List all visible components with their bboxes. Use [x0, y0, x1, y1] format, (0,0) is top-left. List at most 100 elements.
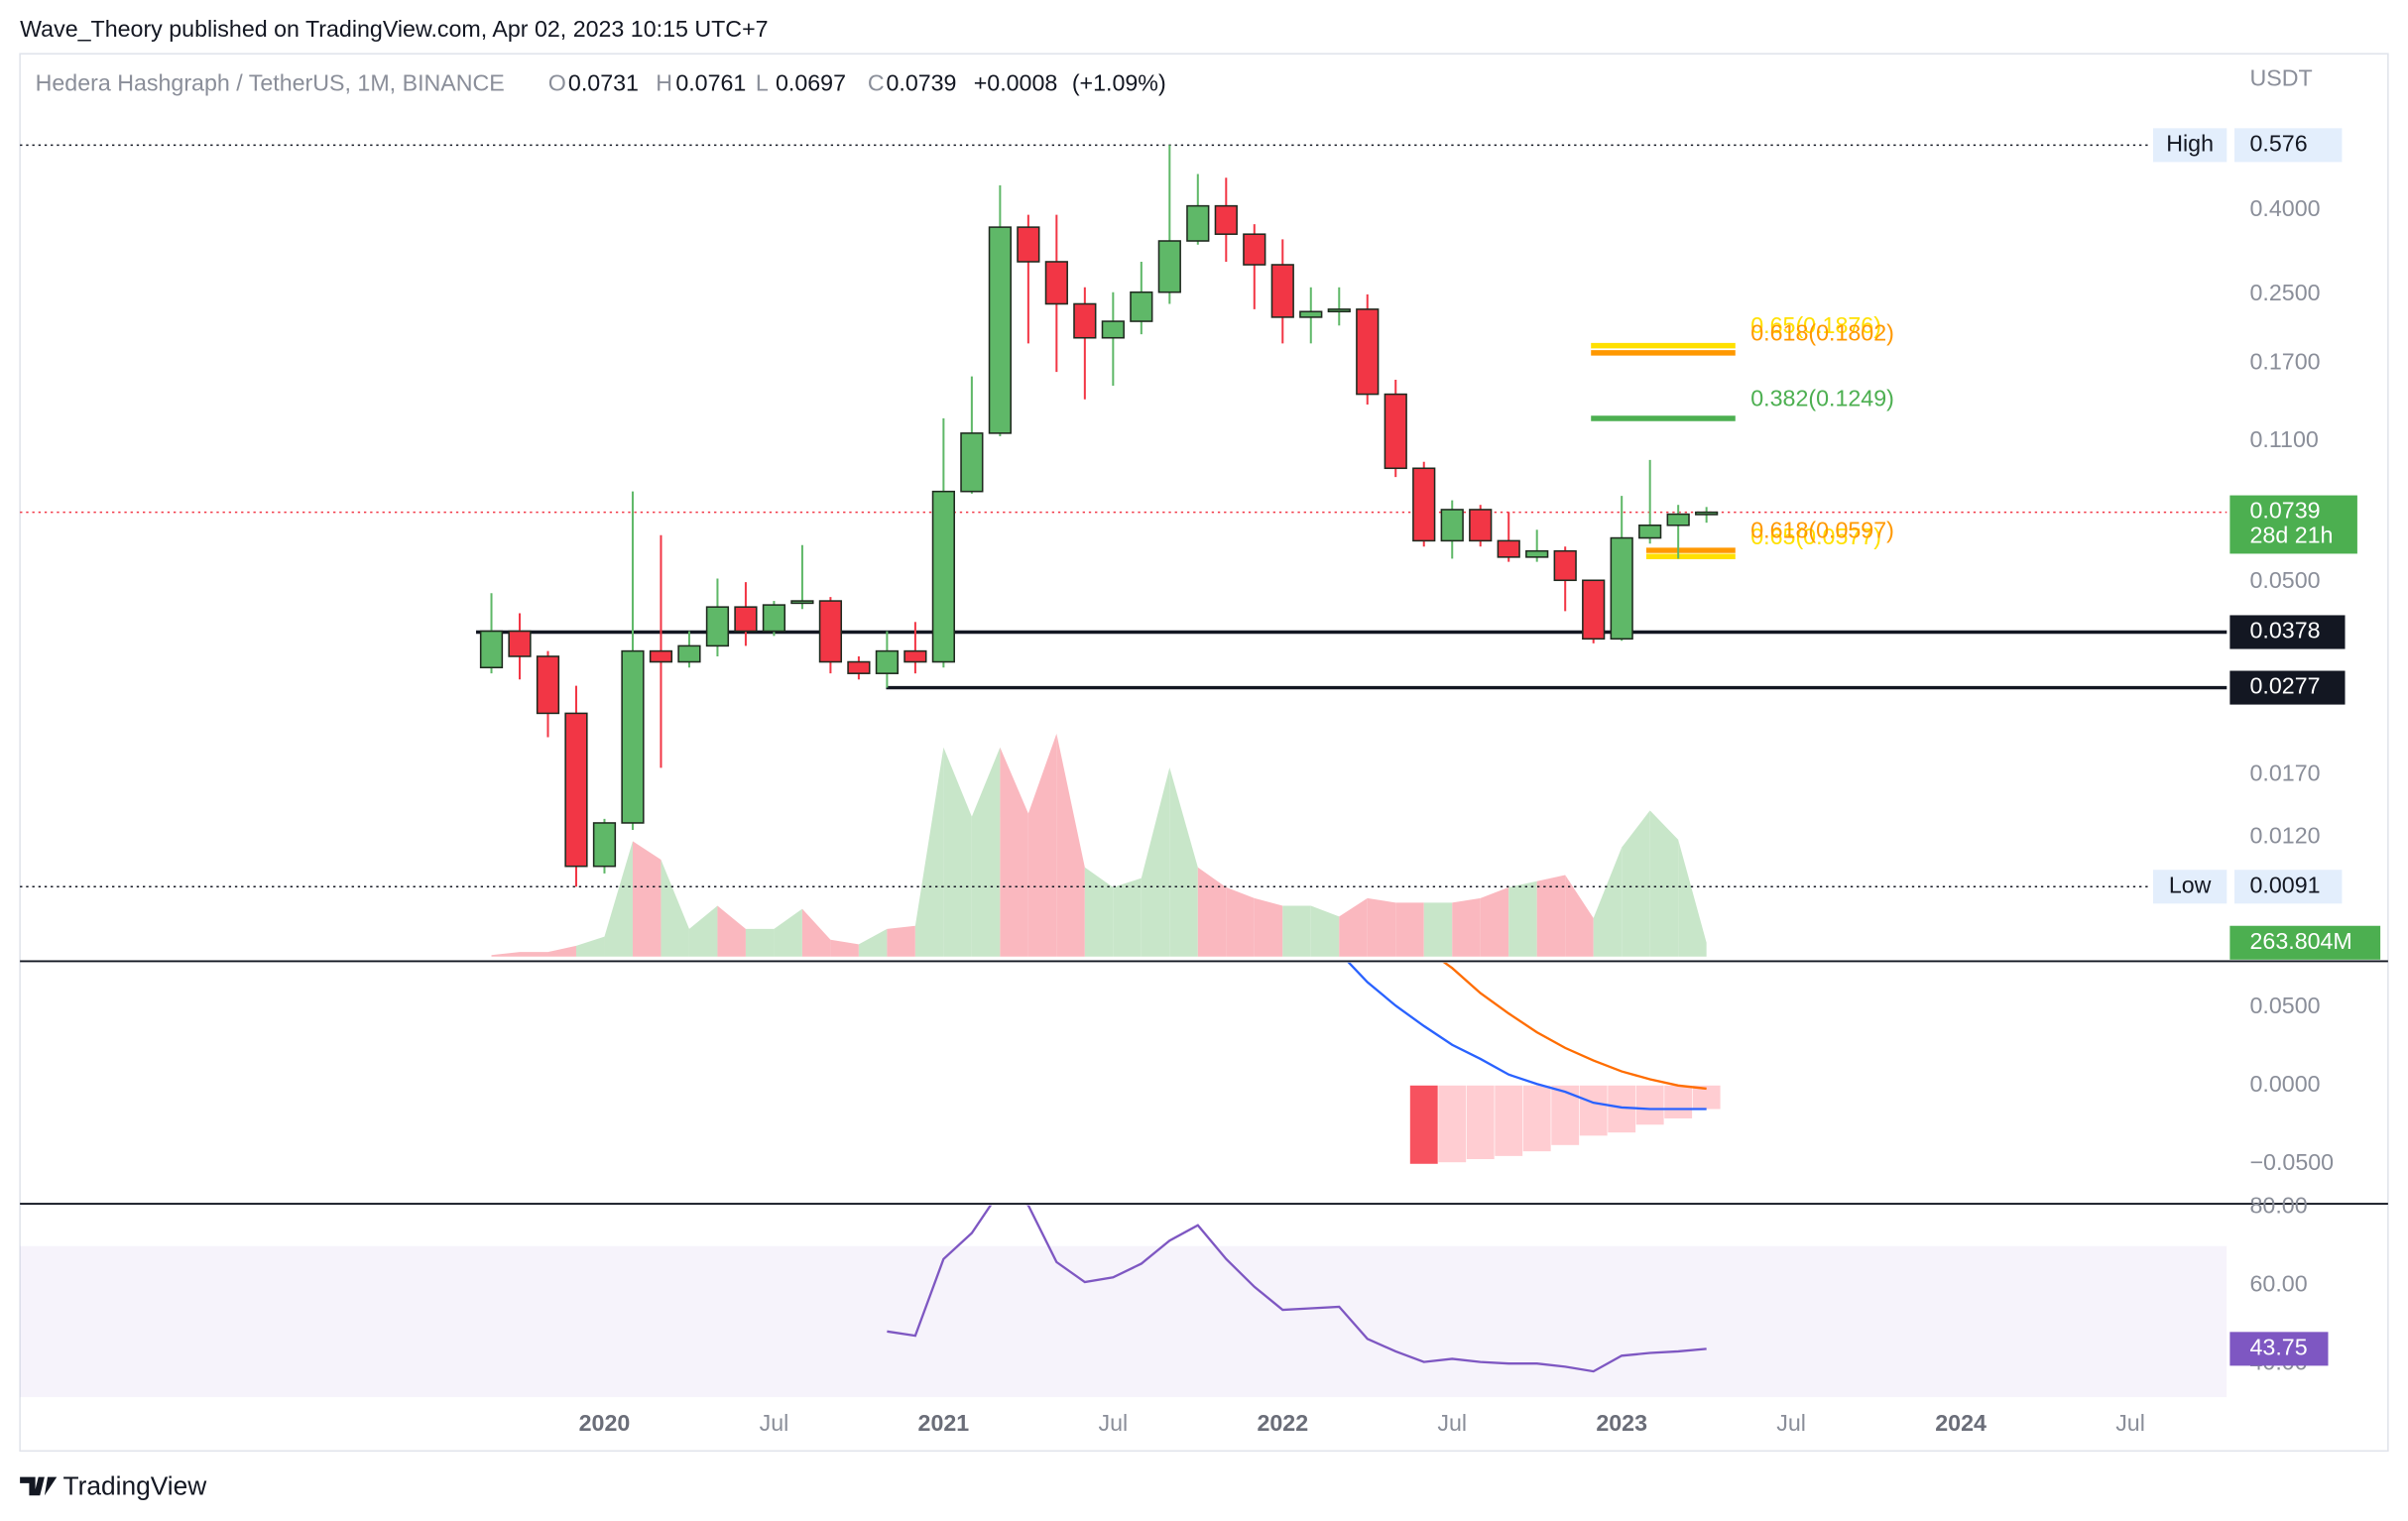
volume-segment [1593, 847, 1623, 957]
candle-body [1469, 509, 1493, 542]
volume-segment [1027, 733, 1057, 957]
levels: High 0.576 Low 0.0091 0.0378 0.0277 0.65(0.187… [20, 128, 2357, 904]
rsi-label: 43.75 [2250, 1335, 2308, 1360]
y-tick-label: 0.2500 [2250, 280, 2321, 305]
brand: TradingView [20, 1470, 207, 1500]
volume-segment [1452, 897, 1481, 957]
candle-body [649, 649, 673, 663]
volume-segment [1254, 897, 1283, 957]
volume-segment [1678, 839, 1707, 957]
ohlc-key: C [868, 69, 885, 95]
candle-body [592, 822, 617, 868]
volume-segment [604, 841, 633, 957]
volume-label: 263.804M [2250, 928, 2352, 954]
candle-body [734, 606, 758, 633]
volume-label-box [2229, 925, 2381, 960]
candle-body [1384, 393, 1407, 470]
x-tick-label: 2021 [918, 1410, 970, 1436]
brand-name: TradingView [62, 1470, 207, 1500]
volume-segment [971, 747, 1001, 957]
brand-logo [20, 1476, 58, 1496]
volume-segment [1649, 810, 1679, 957]
volume-segment [801, 908, 831, 957]
candle-body [677, 644, 701, 663]
low-value-box [2234, 870, 2343, 904]
candle-body [1270, 264, 1294, 318]
fib-label: 0.65(0.1876) [1750, 312, 1881, 338]
volume-segment [1197, 867, 1227, 957]
candle-body [1638, 524, 1662, 539]
candle-body [988, 226, 1012, 434]
fib-label: 0.618(0.1802) [1750, 319, 1894, 345]
candle-body [536, 655, 560, 715]
candle-body [705, 606, 730, 647]
y-tick-label: 0.1100 [2250, 426, 2319, 452]
volume-segment [745, 928, 775, 957]
candle-body [1582, 579, 1606, 641]
y-tick-label: −0.0500 [2250, 1149, 2335, 1175]
candle-body [508, 630, 532, 657]
x-tick-label: 2023 [1596, 1410, 1647, 1436]
low-label: Low [2169, 872, 2212, 897]
candle-body [1666, 513, 1690, 526]
candle-body [1186, 204, 1210, 242]
volume-segment [1367, 897, 1396, 957]
volume-segment [1480, 886, 1509, 957]
volume-segment [1282, 905, 1311, 957]
volume-segment [688, 905, 718, 957]
y-tick-label: 0.0500 [2250, 567, 2321, 593]
volume-segment [717, 905, 746, 957]
x-tick-label: 2024 [1935, 1410, 1987, 1436]
y-tick-label: 0.0120 [2250, 823, 2321, 849]
volume-segment [632, 841, 662, 957]
ohlc-value: 0.0739 [886, 69, 956, 95]
macd-line [1442, 962, 1707, 1091]
candle-body [762, 604, 786, 633]
volume-area [491, 733, 1707, 957]
last-price-box [2229, 495, 2357, 554]
volume-segment [914, 747, 944, 957]
candle-body [1299, 310, 1323, 318]
candle-body [1695, 511, 1719, 516]
rsi-label-box [2229, 1332, 2329, 1366]
x-tick-label: 2022 [1257, 1410, 1308, 1436]
x-tick-label: 2020 [579, 1410, 631, 1436]
macd-histogram-bar [1522, 1085, 1551, 1152]
candle-body [960, 432, 984, 493]
ohlc-value: 0.0761 [675, 69, 746, 95]
candle-body [1130, 291, 1153, 322]
last-price-label: 0.0739 [2250, 498, 2321, 524]
volume-segment [1056, 733, 1085, 957]
candle-body [479, 630, 504, 669]
volume-segment [1000, 747, 1028, 957]
volume-segment [1169, 766, 1198, 957]
candle-body [1073, 302, 1097, 339]
volume-segment [491, 952, 521, 957]
candle-body [875, 649, 900, 674]
rsi-band [20, 1245, 2227, 1398]
y-tick-label: 0.4000 [2250, 195, 2321, 221]
candle-body [1017, 226, 1040, 263]
volume-segment [1310, 905, 1340, 957]
volume-segment [1141, 766, 1170, 957]
low-value: 0.0091 [2250, 872, 2321, 897]
candle-body [564, 712, 588, 868]
candle-body [818, 600, 843, 663]
publisher-note: Wave_Theory published on TradingView.com… [20, 16, 768, 42]
candle-body [1610, 536, 1633, 641]
chart-frame [19, 53, 2389, 1453]
fib-label: 0.65(0.0577) [1750, 524, 1881, 549]
high-value-box [2234, 128, 2343, 163]
change-value: +0.0008 [974, 69, 1058, 95]
volume-segment [575, 936, 605, 957]
low-label-box [2152, 870, 2227, 904]
support-label: 0.0378 [2250, 618, 2321, 644]
volume-segment [1226, 886, 1255, 957]
high-label-box [2152, 128, 2227, 163]
volume-segment [887, 925, 915, 957]
fib-label: 0.382(0.1249) [1750, 386, 1894, 411]
ohlc-key: H [656, 69, 672, 95]
ohlc-key: O [548, 69, 566, 95]
volume-segment [1395, 902, 1424, 957]
volume-segment [661, 860, 689, 957]
